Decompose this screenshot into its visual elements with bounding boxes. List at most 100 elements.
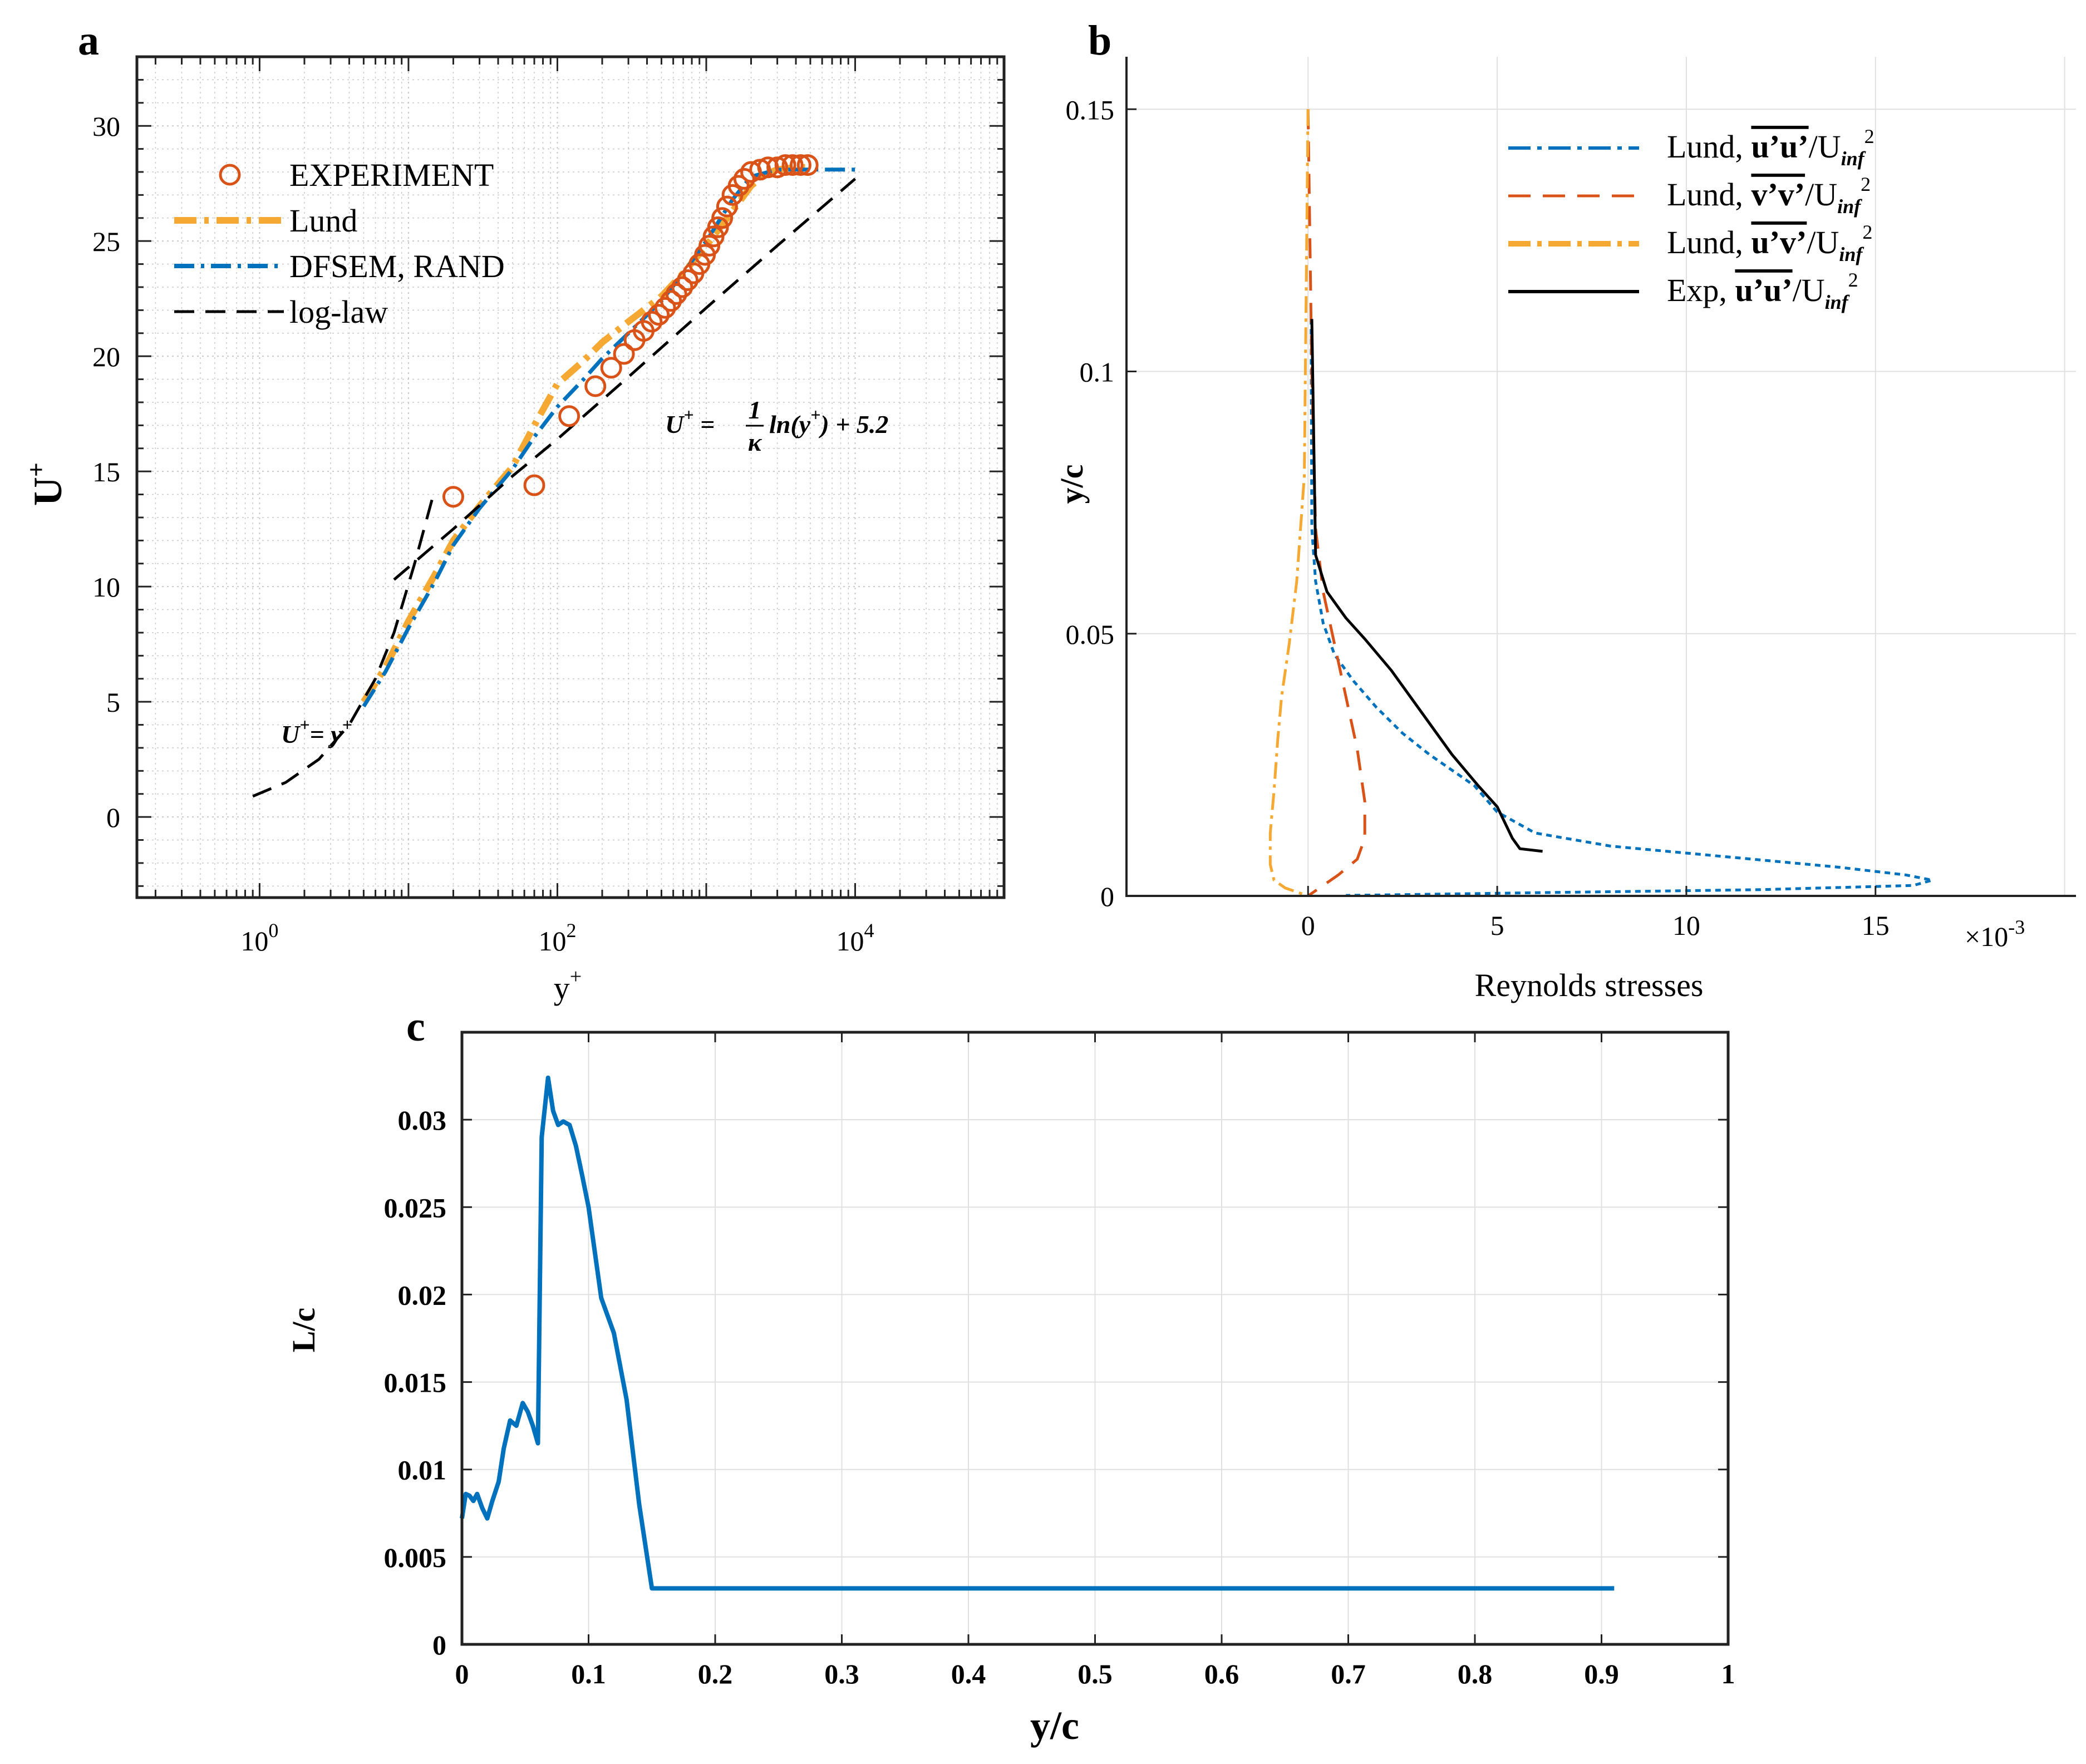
- experiment-point: [789, 154, 811, 176]
- experiment-point: [641, 311, 663, 333]
- panel-c: c 0 0.1 0.2 0.3 0.4 0.5 0.6 0.7 0.8 0.9 1 0 0.005 0.0…: [286, 1003, 1735, 1748]
- panel-b: b 0 5 10 15 0 0.05 0.1 0.15 Reynolds stresses y…: [1054, 17, 2076, 1003]
- panel-a-ylabel: U+: [22, 462, 70, 506]
- series-c-lc: [460, 1075, 1615, 1591]
- panel-b-ticks: 0 5 10 15 0 0.05 0.1 0.15: [1066, 94, 1890, 941]
- panel-b-xlabel: Reynolds stresses: [1475, 967, 1704, 1003]
- log-law-formula: U+ = 1 κ ln(y+) + 5.2: [665, 396, 888, 456]
- x-tick-label: 0.5: [1078, 1658, 1113, 1689]
- legend-b-lund-uv-label: Lund, u’v’/Uinf2: [1667, 221, 1872, 265]
- panel-c-label: c: [406, 1003, 425, 1050]
- legend-b-exp-uu-label: Exp, u’u’/Uinf2: [1667, 269, 1858, 313]
- experiment-point: [727, 175, 750, 197]
- y-tick-label: 0.15: [1066, 94, 1115, 125]
- experiment-point: [660, 290, 682, 312]
- panel-b-x-multiplier: ×10-3: [1965, 916, 2025, 952]
- panel-c-series: [460, 1075, 1615, 1591]
- experiment-point: [716, 195, 738, 218]
- experiment-point: [733, 167, 755, 190]
- legend-lund-label: Lund: [289, 203, 357, 239]
- experiment-point: [442, 486, 464, 508]
- panel-b-label: b: [1088, 17, 1111, 64]
- y-tick-label: 0.1: [1080, 357, 1115, 388]
- y-tick-label: 0.005: [384, 1542, 447, 1573]
- panel-b-ylabel: y/c: [1054, 465, 1090, 504]
- x-tick-label: 102: [538, 919, 576, 957]
- y-tick-label: 0.01: [398, 1455, 447, 1486]
- y-tick-label: 30: [92, 111, 120, 142]
- x-tick-label: 0.1: [571, 1658, 606, 1689]
- x-tick-label: 0.3: [824, 1658, 859, 1689]
- x-tick-label: 0.6: [1204, 1658, 1239, 1689]
- series-b-2: [1268, 109, 1310, 898]
- experiment-point: [774, 154, 796, 176]
- x-tick-label: 0: [1301, 910, 1315, 941]
- panel-b-axes: [1125, 57, 2076, 897]
- legend-dfsem-label: DFSEM, RAND: [289, 248, 505, 284]
- experiment-point: [584, 375, 607, 397]
- x-tick-label: 0.2: [698, 1658, 733, 1689]
- y-tick-label: 0.03: [398, 1105, 447, 1136]
- log-formula-denominator: κ: [748, 428, 762, 456]
- x-tick-label: 0.8: [1458, 1658, 1493, 1689]
- y-tick-label: 0.025: [384, 1192, 447, 1223]
- y-tick-label: 0.05: [1066, 619, 1115, 650]
- legend-b-lund-uu-label: Lund, u’u’/Uinf2: [1667, 125, 1875, 170]
- experiment-point: [781, 154, 804, 176]
- series-b-1: [1306, 109, 1366, 898]
- x-tick-label: 0.7: [1331, 1658, 1366, 1689]
- x-tick-label: 0.9: [1584, 1658, 1619, 1689]
- panel-a-ticks: 0 5 10 15 20 25 30 100 102 104: [92, 56, 1004, 957]
- legend-loglaw-label: log-law: [289, 294, 388, 330]
- legend-experiment-label: EXPERIMENT: [289, 157, 494, 193]
- panel-a-xlabel: y+: [554, 965, 582, 1006]
- legend-b-lund-vv-label: Lund, v’v’/Uinf2: [1667, 173, 1871, 218]
- experiment-point: [654, 297, 676, 319]
- linear-law-formula: U+= y+: [281, 715, 352, 748]
- experiment-point: [648, 304, 670, 326]
- x-tick-label: 1: [1721, 1658, 1735, 1689]
- log-formula-left: U+ =: [665, 405, 715, 438]
- legend-experiment-marker: [219, 164, 241, 186]
- series-a-3: [252, 489, 436, 798]
- x-tick-label: 0: [455, 1658, 469, 1689]
- panel-a-series: [252, 154, 857, 798]
- x-tick-label: 104: [836, 919, 874, 957]
- experiment-point: [613, 343, 635, 365]
- experiment-point: [558, 405, 580, 427]
- panel-a: a 0 5 10 15 20 25 30 100 102 104 y+ U+ EXPERIMENT…: [22, 17, 1006, 1006]
- panel-c-xlabel: y/c: [1030, 1703, 1079, 1748]
- y-tick-label: 0.02: [398, 1279, 447, 1310]
- y-tick-label: 0: [432, 1629, 446, 1660]
- log-formula-right: ln(y+) + 5.2: [769, 405, 888, 438]
- panel-c-ticks: 0 0.1 0.2 0.3 0.4 0.5 0.6 0.7 0.8 0.9 1 0 0.005 0.01 0…: [384, 1032, 1735, 1689]
- experiment-point: [665, 283, 687, 305]
- panel-a-grid: [137, 56, 1004, 898]
- panel-a-label: a: [78, 17, 99, 64]
- panel-a-legend: EXPERIMENT Lund DFSEM, RAND log-law: [174, 157, 505, 330]
- series-a-1: [361, 164, 810, 704]
- series-b-0: [1310, 319, 1934, 897]
- y-tick-label: 0: [1100, 881, 1114, 912]
- x-tick-label: 0.4: [951, 1658, 986, 1689]
- y-tick-label: 15: [92, 456, 120, 487]
- y-tick-label: 25: [92, 226, 120, 257]
- log-formula-numerator: 1: [749, 396, 761, 424]
- panel-b-legend: Lund, u’u’/Uinf2 Lund, v’v’/Uinf2 Lund, …: [1508, 125, 1875, 313]
- x-tick-label: 5: [1490, 910, 1504, 941]
- y-tick-label: 0.015: [384, 1367, 447, 1398]
- experiment-point: [796, 154, 819, 176]
- experiment-point: [711, 207, 734, 229]
- y-tick-label: 20: [92, 341, 120, 372]
- panel-a-axes-box: [135, 55, 1006, 899]
- y-tick-label: 5: [106, 687, 120, 718]
- series-a-4: [393, 178, 857, 581]
- y-tick-label: 0: [106, 802, 120, 833]
- experiment-point: [671, 276, 693, 298]
- series-b-3: [1310, 319, 1543, 853]
- x-tick-label: 10: [1672, 910, 1700, 941]
- experiment-point: [600, 357, 622, 379]
- experiment-point: [677, 269, 699, 292]
- x-tick-label: 15: [1862, 910, 1890, 941]
